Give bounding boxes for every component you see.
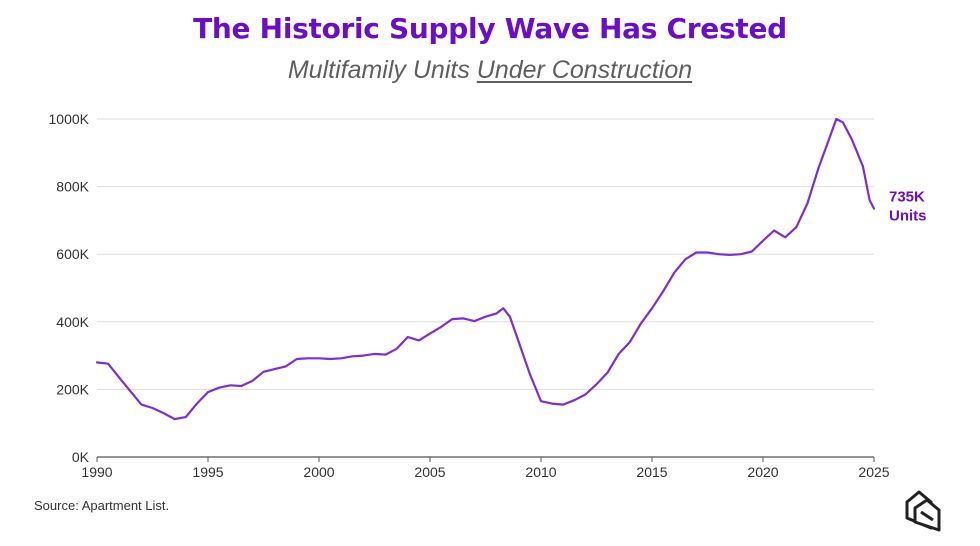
series-line	[95, 117, 876, 421]
x-tick-label: 2020	[747, 464, 778, 480]
end-label-line: 735K	[889, 189, 925, 206]
y-axis-tick-labels: 0K 200K 400K 600K 800K 1000K	[49, 111, 90, 465]
source-note: Source: Apartment List.	[34, 498, 170, 513]
apartment-list-logo-icon	[905, 490, 941, 532]
x-tick-label: 2015	[636, 464, 667, 480]
end-value-label: 735K Units	[889, 189, 927, 225]
x-axis-tick-labels: 1990 1995 2000 2005 2010 2015 2020 2025	[81, 464, 889, 480]
y-tick-label: 1000K	[49, 111, 90, 127]
y-tick-label: 200K	[56, 381, 89, 397]
x-tick-label: 2025	[858, 464, 889, 480]
y-tick-label: 600K	[56, 246, 89, 262]
x-axis	[96, 456, 875, 462]
x-tick-label: 1995	[192, 464, 223, 480]
y-tick-label: 400K	[56, 314, 89, 330]
y-tick-label: 800K	[56, 179, 89, 195]
x-tick-label: 2005	[414, 464, 445, 480]
chart-subtitle: Multifamily Units Under Construction	[0, 56, 980, 85]
subtitle-underlined: Under Construction	[476, 56, 693, 84]
x-tick-label: 1990	[81, 464, 112, 480]
x-tick-label: 2010	[525, 464, 556, 480]
end-label-line: Units	[889, 208, 927, 225]
x-tick-label: 2000	[303, 464, 334, 480]
subtitle-prefix: Multifamily Units	[287, 56, 477, 84]
y-tick-label: 0K	[72, 449, 90, 465]
chart-title: The Historic Supply Wave Has Crested	[193, 12, 787, 45]
gridlines	[97, 118, 874, 390]
